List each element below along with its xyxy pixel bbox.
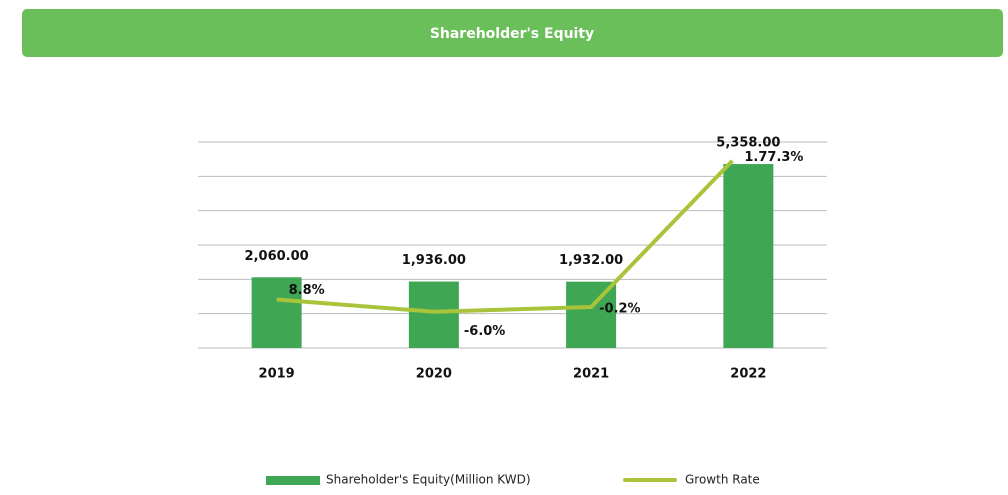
x-tick-label: 2022 [730,367,766,382]
bar [566,281,617,348]
bar-value-label: 2,060.00 [245,249,309,264]
bar [723,164,774,348]
growth-line [276,159,734,314]
header-bar [22,9,1003,57]
chart-title: Shareholder's Equity [430,26,594,42]
line-value-label: 8.8% [289,283,325,298]
legend-label: Growth Rate [685,473,760,487]
legend-label: Shareholder's Equity(Million KWD) [326,473,531,487]
bar-value-label: 1,936.00 [402,253,466,268]
bar-value-label: 1,932.00 [559,253,623,268]
bar-value-label: 5,358.00 [716,136,780,151]
x-tick-label: 2020 [416,367,452,382]
line-value-label: -6.0% [464,324,505,339]
x-tick-label: 2019 [259,367,295,382]
line-value-label: 1.77.3% [744,150,803,165]
line-value-label: -0.2% [599,301,640,316]
bar [408,281,459,348]
legend-swatch [266,476,320,485]
bar [251,277,302,348]
x-tick-label: 2021 [573,367,609,382]
